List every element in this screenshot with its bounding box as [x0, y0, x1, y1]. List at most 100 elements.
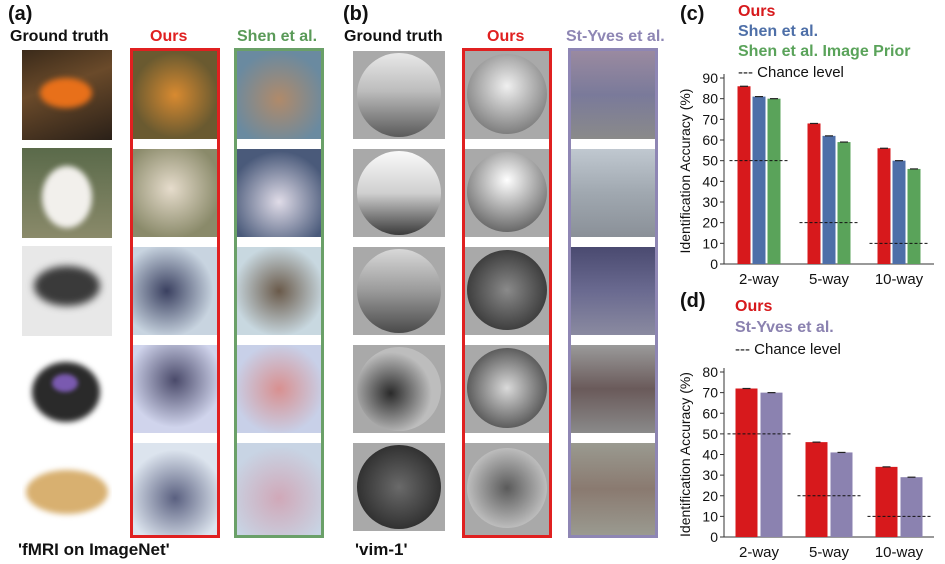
ground-truth-image-goldfish: [22, 50, 112, 140]
chart-d-bar: [830, 452, 853, 537]
vim-styves-5: [571, 443, 655, 535]
vim-ours-3: [465, 247, 549, 335]
chart-d-legend-ours: Ours: [735, 298, 773, 315]
ours-reconstruction-2: [133, 149, 217, 237]
vim-ground-truth-4: [353, 345, 445, 433]
chart-c-bar: [767, 98, 781, 264]
chart-c-y-tick-label: 10: [702, 235, 718, 251]
chart-c-bar: [837, 142, 851, 264]
vim-ground-truth-5: [353, 443, 445, 531]
chart-c-legend-ours: Ours: [738, 3, 776, 20]
ours-reconstruction-4: [133, 345, 217, 433]
chart-d-y-tick-label: 30: [702, 467, 718, 483]
chart-d-y-tick-label: 50: [702, 426, 718, 442]
chart-c-bar: [807, 123, 821, 264]
chart-c-y-tick-label: 80: [702, 91, 718, 107]
shen-reconstruction-4: [237, 345, 321, 433]
panel-a-footer: 'fMRI on ImageNet': [18, 540, 170, 559]
panel-b-styves-header: St-Yves et al.: [566, 28, 665, 45]
ours-reconstruction-5: [133, 443, 217, 535]
chart-d-y-tick-label: 20: [702, 488, 718, 504]
chart-d-y-tick-label: 0: [710, 529, 718, 545]
chance-level-dash-icon: ---: [738, 64, 758, 81]
panel-a-ours-header: Ours: [150, 28, 188, 45]
chart-d-bar: [875, 466, 898, 537]
chart-d-bar: [900, 477, 923, 537]
chart-c-y-tick-label: 0: [710, 256, 718, 272]
vim-styves-4: [571, 345, 655, 433]
panel-b-styves-frame: [568, 48, 658, 538]
chance-level-dash-icon: ---: [735, 341, 755, 358]
chart-d-y-tick-label: 10: [702, 508, 718, 524]
chart-c-bar: [907, 168, 921, 264]
vim-ground-truth-3: [353, 247, 445, 335]
chart-d-y-tick-label: 40: [702, 447, 718, 463]
panel-a-shen-frame: [234, 48, 324, 538]
chart-c-bar: [737, 86, 751, 264]
ground-truth-image-llama: [22, 148, 112, 238]
chart-d-x-tick-label: 5-way: [809, 544, 850, 561]
chart-c-chance-label: Chance level: [757, 64, 844, 81]
panel-a-shen-header: Shen et al.: [237, 28, 318, 45]
vim-ground-truth-2: [353, 149, 445, 237]
shen-reconstruction-2: [237, 149, 321, 237]
panel-c-label: (c): [680, 3, 705, 25]
panel-d-label: (d): [680, 290, 706, 312]
chart-c-y-tick-label: 90: [702, 70, 718, 86]
panel-a-ground-truth-header: Ground truth: [10, 28, 109, 45]
vim-ours-1: [465, 51, 549, 139]
vim-styves-1: [571, 51, 655, 139]
chart-d-y-tick-label: 70: [702, 385, 718, 401]
chart-c-x-tick-label: 2-way: [739, 271, 780, 288]
chart-d-y-tick-label: 80: [702, 364, 718, 380]
chart-c-y-tick-label: 70: [702, 111, 718, 127]
vim-ours-4: [465, 345, 549, 433]
chart-c-legend-shen: Shen et al.: [738, 23, 819, 40]
vim-styves-2: [571, 149, 655, 237]
chart-c-x-tick-label: 5-way: [809, 271, 850, 288]
shen-reconstruction-5: [237, 443, 321, 535]
chart-d-chance-label: Chance level: [754, 341, 841, 358]
chart-d-x-tick-label: 10-way: [875, 544, 924, 561]
ground-truth-image-welding-helmet: [22, 344, 112, 434]
chart-c-y-tick-label: 50: [702, 153, 718, 169]
chart-d-y-tick-label: 60: [702, 405, 718, 421]
chart-c-x-tick-label: 10-way: [875, 271, 924, 288]
ours-reconstruction-1: [133, 51, 217, 139]
ground-truth-image-tambourines: [22, 442, 112, 532]
chart-d-bar: [735, 388, 758, 537]
vim-styves-3: [571, 247, 655, 335]
chart-d-bar: [760, 392, 783, 537]
panel-b-footer: 'vim-1': [355, 540, 408, 559]
chart-c-legend-chance: --- Chance level: [738, 64, 844, 81]
chart-d-y-axis-label: Identification Accuracy (%): [680, 372, 693, 537]
panel-a-label: (a): [8, 3, 33, 25]
chart-d-legend-chance: --- Chance level: [735, 341, 841, 358]
chart-c-bar: [822, 135, 836, 264]
panel-b-ours-header: Ours: [487, 28, 525, 45]
panel-b-ground-truth-header: Ground truth: [344, 28, 443, 45]
chart-c-bar: [877, 148, 891, 264]
panel-b-ours-frame: [462, 48, 552, 538]
vim-ours-2: [465, 149, 549, 237]
vim-ground-truth-1: [353, 51, 445, 139]
chart-d-legend-styves: St-Yves et al.: [735, 319, 834, 336]
ground-truth-image-snowmobile: [22, 246, 112, 336]
chart-c-bar: [752, 96, 766, 264]
chart-c-bar: [892, 160, 906, 264]
chart-c-legend-shen-prior: Shen et al. Image Prior: [738, 43, 911, 60]
panel-a-ours-frame: [130, 48, 220, 538]
panel-b-label: (b): [343, 3, 369, 25]
ours-reconstruction-3: [133, 247, 217, 335]
chart-d-bar: [805, 442, 828, 537]
chart-c: Identification Accuracy (%) 0 10 20 30 40 50 60…: [680, 70, 934, 288]
chart-d-x-tick-label: 2-way: [739, 544, 780, 561]
chart-c-y-axis-label: Identification Accuracy (%): [680, 89, 693, 254]
chart-c-y-tick-label: 30: [702, 194, 718, 210]
shen-reconstruction-3: [237, 247, 321, 335]
chart-c-y-tick-label: 60: [702, 132, 718, 148]
shen-reconstruction-1: [237, 51, 321, 139]
chart-c-y-tick-label: 20: [702, 215, 718, 231]
chart-c-y-tick-label: 40: [702, 173, 718, 189]
vim-ours-5: [465, 443, 549, 535]
